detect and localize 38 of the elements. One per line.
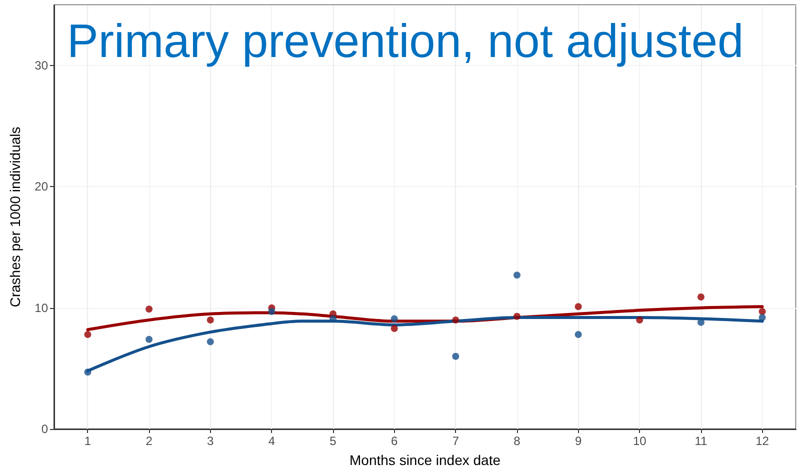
- x-tick-label: 1: [84, 434, 92, 448]
- point: [268, 308, 276, 315]
- x-tick-label: 3: [207, 434, 214, 448]
- point: [206, 338, 214, 346]
- point: [574, 303, 582, 310]
- point: [146, 306, 153, 313]
- y-tick-label: 20: [34, 180, 48, 194]
- x-tick-label: 5: [330, 434, 337, 448]
- x-tick-label: 7: [452, 434, 460, 448]
- x-axis-title: Months since index date: [350, 452, 501, 468]
- x-tick-label: 11: [694, 434, 708, 448]
- point: [697, 293, 704, 300]
- point: [206, 316, 214, 324]
- point: [390, 324, 398, 332]
- point: [574, 331, 582, 338]
- x-tick-label: 10: [632, 434, 647, 448]
- point: [452, 316, 460, 324]
- point: [513, 272, 520, 279]
- x-tick-label: 2: [146, 434, 153, 448]
- y-tick-label: 10: [34, 300, 48, 315]
- point: [636, 316, 644, 324]
- point: [146, 336, 153, 343]
- point: [390, 315, 398, 322]
- y-tick-label: 0: [41, 422, 48, 436]
- point: [758, 308, 766, 315]
- point: [84, 368, 92, 376]
- chart-title: Primary prevention, not adjusted: [67, 14, 744, 67]
- x-tick-label: 6: [390, 434, 398, 448]
- y-tick-label: 30: [34, 58, 48, 73]
- y-axis-title: Crashes per 1000 individuals: [7, 126, 23, 308]
- x-tick-label: 4: [268, 434, 276, 448]
- x-tick-label: 12: [756, 434, 770, 448]
- point: [758, 314, 766, 322]
- x-tick-label: 8: [514, 434, 521, 448]
- point: [84, 331, 92, 338]
- point: [452, 352, 460, 360]
- point: [513, 312, 520, 320]
- x-tick-label: 9: [574, 434, 582, 448]
